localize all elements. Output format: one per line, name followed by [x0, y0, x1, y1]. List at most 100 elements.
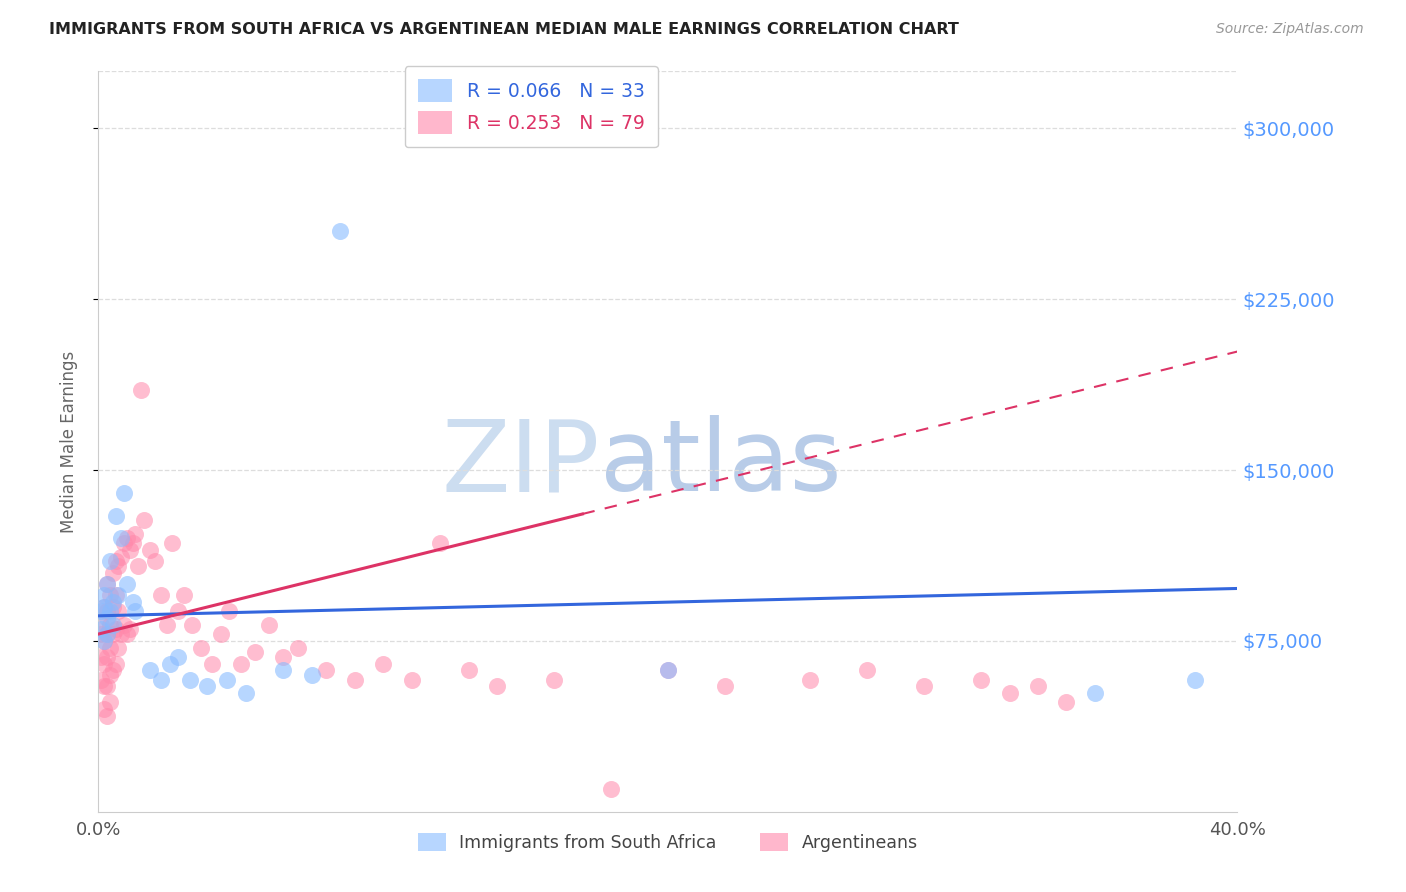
Point: [173, 588, 195, 602]
Point: [132, 513, 155, 527]
Point: [96, 577, 118, 591]
Point: [401, 673, 423, 687]
Point: [970, 673, 993, 687]
Point: [124, 604, 146, 618]
Point: [315, 664, 337, 678]
Point: [600, 781, 623, 796]
Point: [229, 657, 252, 671]
Point: [118, 542, 141, 557]
Point: [856, 664, 879, 678]
Point: [93, 657, 115, 671]
Point: [93, 702, 115, 716]
Point: [799, 673, 821, 687]
Point: [209, 627, 232, 641]
Point: [101, 618, 124, 632]
Point: [115, 532, 138, 546]
Point: [195, 680, 218, 694]
Point: [273, 649, 295, 664]
Point: [93, 633, 115, 648]
Point: [93, 599, 115, 614]
Point: [112, 618, 135, 632]
Point: [101, 664, 124, 678]
Point: [162, 536, 184, 550]
Point: [235, 686, 257, 700]
Point: [159, 657, 181, 671]
Point: [998, 686, 1021, 700]
Point: [104, 508, 127, 523]
Point: [218, 604, 240, 618]
Text: atlas: atlas: [599, 416, 841, 512]
Point: [543, 673, 565, 687]
Point: [121, 595, 143, 609]
Point: [215, 673, 238, 687]
Point: [107, 588, 129, 602]
Point: [150, 588, 173, 602]
Point: [301, 668, 323, 682]
Point: [101, 627, 124, 641]
Point: [1084, 686, 1107, 700]
Legend: Immigrants from South Africa, Argentineans: Immigrants from South Africa, Argentinea…: [411, 826, 925, 859]
Point: [201, 657, 224, 671]
Point: [167, 649, 190, 664]
Point: [179, 673, 201, 687]
Point: [1056, 695, 1078, 709]
Point: [110, 627, 132, 641]
Point: [90, 673, 112, 687]
Point: [101, 566, 124, 580]
Point: [118, 623, 141, 637]
Point: [98, 604, 121, 618]
Point: [110, 549, 132, 564]
Point: [121, 536, 143, 550]
Point: [98, 640, 121, 655]
Point: [156, 618, 179, 632]
Point: [145, 554, 167, 568]
Point: [90, 623, 112, 637]
Point: [457, 664, 479, 678]
Point: [657, 664, 679, 678]
Point: [138, 542, 160, 557]
Point: [112, 536, 135, 550]
Point: [124, 526, 146, 541]
Point: [714, 680, 737, 694]
Point: [101, 595, 124, 609]
Point: [181, 618, 204, 632]
Point: [93, 680, 115, 694]
Text: Source: ZipAtlas.com: Source: ZipAtlas.com: [1216, 22, 1364, 37]
Point: [1026, 680, 1049, 694]
Point: [96, 611, 118, 625]
Point: [93, 633, 115, 648]
Point: [93, 599, 115, 614]
Point: [129, 384, 152, 398]
Point: [104, 554, 127, 568]
Point: [96, 627, 118, 641]
Point: [96, 627, 118, 641]
Point: [167, 604, 190, 618]
Point: [98, 618, 121, 632]
Point: [90, 618, 112, 632]
Point: [98, 695, 121, 709]
Point: [243, 645, 266, 659]
Point: [329, 224, 352, 238]
Point: [343, 673, 366, 687]
Point: [190, 640, 212, 655]
Point: [98, 588, 121, 602]
Point: [96, 680, 118, 694]
Point: [90, 627, 112, 641]
Point: [115, 577, 138, 591]
Point: [104, 623, 127, 637]
Point: [96, 604, 118, 618]
Point: [110, 532, 132, 546]
Point: [150, 673, 173, 687]
Point: [486, 680, 509, 694]
Point: [104, 657, 127, 671]
Point: [127, 558, 149, 573]
Point: [93, 588, 115, 602]
Point: [107, 604, 129, 618]
Point: [107, 558, 129, 573]
Point: [287, 640, 309, 655]
Point: [104, 588, 127, 602]
Point: [115, 627, 138, 641]
Point: [96, 649, 118, 664]
Point: [657, 664, 679, 678]
Point: [112, 485, 135, 500]
